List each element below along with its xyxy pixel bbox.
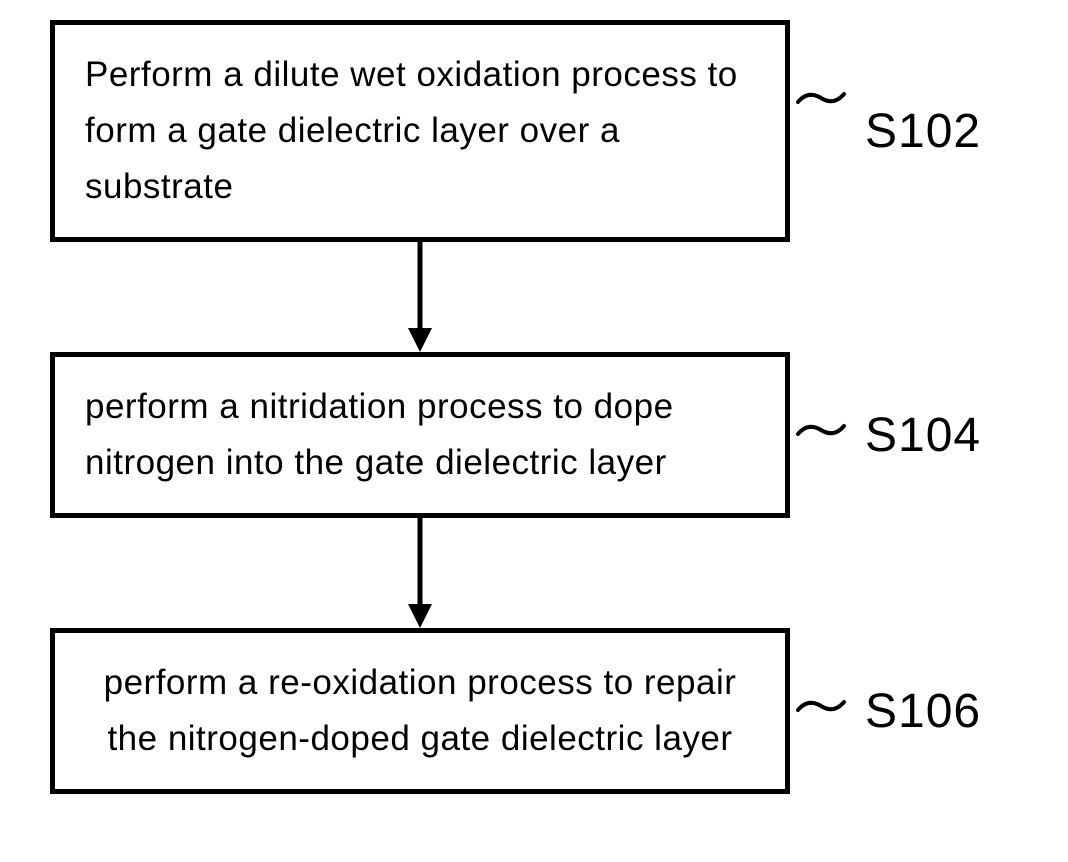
arrow-down-icon <box>400 242 440 352</box>
tilde-connector-s102 <box>796 90 846 106</box>
step-text-s104: perform a nitridation process to dope ni… <box>85 379 755 491</box>
step-text-s102: Perform a dilute wet oxidation process t… <box>85 47 755 215</box>
tilde-connector-s104 <box>796 422 846 438</box>
step-row-s102: Perform a dilute wet oxidation process t… <box>50 20 1020 242</box>
step-box-s102: Perform a dilute wet oxidation process t… <box>50 20 790 242</box>
step-label-s104: S104 <box>865 408 981 463</box>
step-label-s106: S106 <box>865 684 981 739</box>
step-row-s104: perform a nitridation process to dope ni… <box>50 352 1020 518</box>
flowchart-container: Perform a dilute wet oxidation process t… <box>50 20 1020 794</box>
arrow-s104-s106 <box>50 518 790 628</box>
arrow-down-icon <box>400 518 440 628</box>
step-row-s106: perform a re-oxidation process to repair… <box>50 628 1020 794</box>
tilde-connector-s106 <box>796 698 846 714</box>
step-label-s102: S102 <box>865 104 981 159</box>
step-box-s104: perform a nitridation process to dope ni… <box>50 352 790 518</box>
step-text-s106: perform a re-oxidation process to repair… <box>85 655 755 767</box>
arrow-s102-s104 <box>50 242 790 352</box>
step-box-s106: perform a re-oxidation process to repair… <box>50 628 790 794</box>
